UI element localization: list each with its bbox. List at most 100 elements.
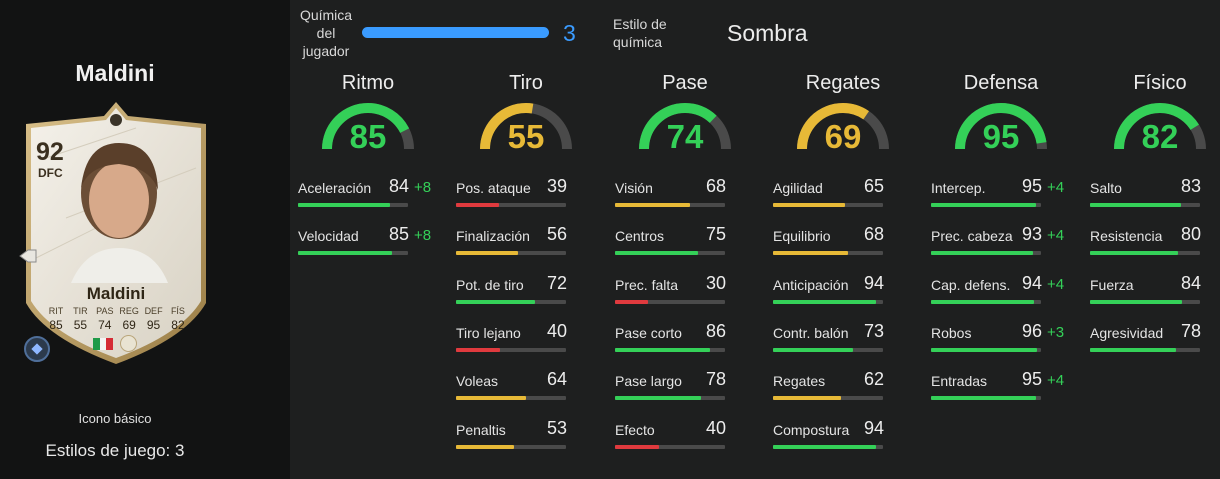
- stat-boost: +4: [1047, 276, 1065, 293]
- stat-label: Compostura: [773, 422, 850, 438]
- card-version-label: Icono básico: [78, 411, 152, 426]
- stat-value: 30: [705, 273, 726, 293]
- stat-bar-track: [456, 348, 566, 352]
- stat-bar-track: [1090, 300, 1200, 304]
- stat-label: Robos: [931, 325, 972, 341]
- stat-row[interactable]: Robos 96 +3: [931, 321, 1071, 365]
- stat-bar-track: [456, 251, 566, 255]
- stat-row[interactable]: Prec. cabeza 93 +4: [931, 224, 1071, 268]
- stat-row[interactable]: Agilidad 65: [773, 176, 913, 220]
- stat-row[interactable]: Salto 83: [1090, 176, 1220, 220]
- category-gauge: [797, 103, 889, 150]
- stat-bar-track: [298, 251, 408, 255]
- stat-row[interactable]: Contr. balón 73: [773, 321, 913, 365]
- stat-row[interactable]: Visión 68: [615, 176, 755, 220]
- stat-boost: +4: [1047, 227, 1065, 244]
- category-gauge: [1114, 103, 1206, 150]
- stat-row[interactable]: Pase largo 78: [615, 369, 755, 413]
- playstyles-count[interactable]: Estilos de juego: 3: [45, 441, 185, 460]
- stat-row[interactable]: Aceleración 84 +8: [298, 176, 438, 220]
- stat-label: Fuerza: [1090, 277, 1134, 293]
- card-stat-value: 82: [171, 318, 185, 332]
- stat-label: Pase largo: [615, 373, 682, 389]
- stat-label: Aceleración: [298, 180, 372, 196]
- stat-bar-fill: [931, 348, 1037, 352]
- stat-row[interactable]: Resistencia 80: [1090, 224, 1220, 268]
- stat-value: 95: [1021, 369, 1042, 389]
- stat-value: 84: [388, 176, 409, 196]
- stat-row[interactable]: Efecto 40: [615, 418, 755, 462]
- stat-row[interactable]: Pase corto 86: [615, 321, 755, 365]
- stat-bar-track: [615, 445, 725, 449]
- stat-row[interactable]: Penaltis 53: [456, 418, 596, 462]
- stat-bar-fill: [1090, 300, 1183, 304]
- stat-row[interactable]: Fuerza 84: [1090, 273, 1220, 317]
- category-title: Tiro: [509, 72, 543, 94]
- stat-label: Equilibrio: [773, 228, 831, 244]
- stat-bar-fill: [931, 251, 1034, 255]
- stat-row[interactable]: Velocidad 85 +8: [298, 224, 438, 268]
- stat-value: 85: [388, 224, 409, 244]
- stat-value: 39: [546, 176, 567, 196]
- card-stat-value: 85: [49, 318, 63, 332]
- stat-row[interactable]: Prec. falta 30: [615, 273, 755, 317]
- stat-row[interactable]: Anticipación 94: [773, 273, 913, 317]
- stat-row[interactable]: Tiro lejano 40: [456, 321, 596, 365]
- chem-label-line: Química: [299, 7, 353, 23]
- stat-bar-fill: [773, 300, 877, 304]
- card-stat-value: 69: [122, 318, 136, 332]
- stat-row[interactable]: Pos. ataque 39: [456, 176, 596, 220]
- player-chemistry-label: Química del jugador: [298, 6, 354, 60]
- stat-row[interactable]: Equilibrio 68: [773, 224, 913, 268]
- stat-value: 84: [1180, 273, 1201, 293]
- chemistry-style-value[interactable]: Sombra: [727, 20, 808, 46]
- stat-label: Pos. ataque: [456, 180, 531, 196]
- stat-row[interactable]: Cap. defens. 94 +4: [931, 273, 1071, 317]
- stat-bar-fill: [615, 203, 690, 207]
- stat-bar-track: [773, 445, 883, 449]
- stat-label: Efecto: [615, 422, 655, 438]
- stat-bar-fill: [456, 300, 536, 304]
- italy-flag-icon: [93, 338, 114, 350]
- stat-row[interactable]: Intercep. 95 +4: [931, 176, 1071, 220]
- stat-bar-fill: [456, 396, 527, 400]
- stat-row[interactable]: Regates 62: [773, 369, 913, 413]
- stat-row[interactable]: Finalización 56: [456, 224, 596, 268]
- stat-bar-fill: [298, 203, 391, 207]
- stat-row[interactable]: Agresividad 78: [1090, 321, 1220, 365]
- stat-row[interactable]: Compostura 94: [773, 418, 913, 462]
- stat-bar-fill: [1090, 251, 1178, 255]
- card-stat-value: 55: [73, 318, 88, 332]
- stat-label: Velocidad: [298, 228, 359, 244]
- stat-value: 94: [863, 418, 884, 438]
- player-card[interactable]: 92 DFC Maldini RIT TIR PAS REG DEF FÍS 8…: [16, 98, 216, 368]
- stat-boost: +8: [414, 179, 432, 196]
- stat-bar-fill: [931, 300, 1035, 304]
- stat-label: Pot. de tiro: [456, 277, 524, 293]
- stat-label: Regates: [773, 373, 826, 389]
- category-value: 85: [349, 118, 387, 155]
- stat-bar-track: [1090, 203, 1200, 207]
- stat-bar-track: [615, 203, 725, 207]
- stat-bar-track: [456, 300, 566, 304]
- category-value: 82: [1141, 118, 1179, 155]
- stat-value: 78: [705, 369, 726, 389]
- stat-row[interactable]: Pot. de tiro 72: [456, 273, 596, 317]
- stat-bar-fill: [615, 396, 701, 400]
- stat-row[interactable]: Entradas 95 +4: [931, 369, 1071, 413]
- stat-bar-track: [931, 348, 1041, 352]
- stat-value: 95: [1021, 176, 1042, 196]
- stat-label: Prec. cabeza: [931, 228, 1013, 244]
- stat-boost: +3: [1047, 324, 1065, 341]
- category-gauge: [322, 103, 414, 150]
- category-title: Regates: [805, 72, 881, 94]
- category-title: Físico: [1133, 72, 1187, 94]
- stat-bar-track: [931, 396, 1041, 400]
- card-stat-values: 85 55 74 69 95 82: [44, 318, 190, 332]
- gauge-fill: [322, 103, 414, 150]
- stat-row[interactable]: Centros 75: [615, 224, 755, 268]
- stat-bar-fill: [931, 203, 1036, 207]
- category-title: Pase: [662, 72, 708, 94]
- stat-row[interactable]: Voleas 64: [456, 369, 596, 413]
- stat-label: Tiro lejano: [456, 325, 521, 341]
